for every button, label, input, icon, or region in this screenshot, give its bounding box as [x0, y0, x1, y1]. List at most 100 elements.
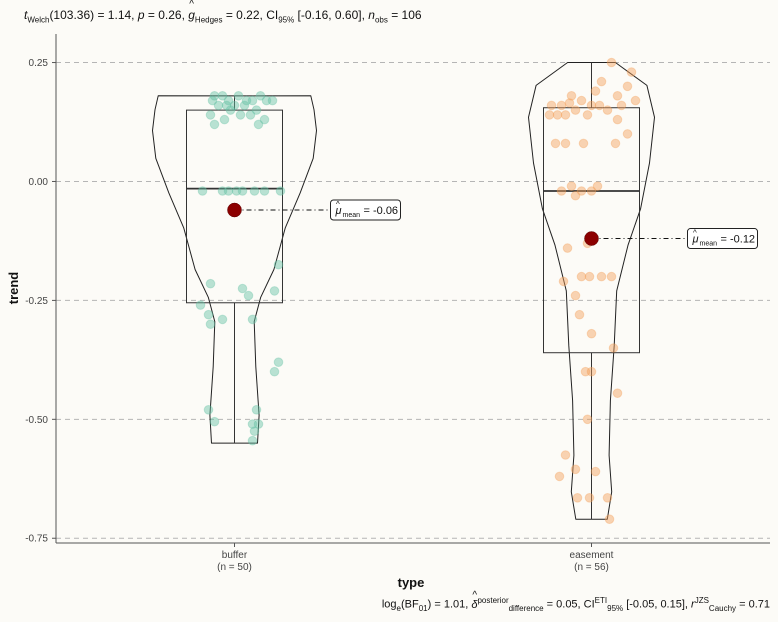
data-point: [560, 450, 571, 460]
data-point: [213, 100, 224, 111]
data-point: [584, 493, 595, 503]
data-point: [253, 119, 264, 130]
data-point: [556, 186, 567, 196]
data-point: [590, 86, 601, 96]
data-point: [195, 300, 206, 310]
data-point: [570, 464, 581, 475]
mean-label-hat: ^: [693, 229, 697, 238]
y-tick-label: -0.50: [25, 415, 48, 426]
data-point: [582, 414, 593, 425]
violin-outline: [152, 95, 317, 444]
data-point: [570, 190, 581, 201]
data-point: [203, 309, 214, 320]
data-point: [558, 276, 569, 287]
data-point: [576, 95, 587, 106]
data-point: [566, 181, 577, 191]
data-point: [207, 95, 218, 106]
data-point: [610, 138, 621, 149]
data-point: [237, 283, 248, 294]
y-tick-label: -0.75: [25, 534, 48, 545]
data-point: [217, 186, 228, 196]
x-tick-count-label: (n = 50): [217, 562, 252, 573]
data-point: [247, 95, 258, 106]
data-point: [267, 95, 278, 106]
data-point: [602, 105, 613, 115]
data-point: [574, 309, 585, 320]
data-point: [554, 471, 565, 482]
data-point: [197, 186, 208, 196]
data-point: [273, 259, 284, 270]
data-point: [546, 100, 557, 111]
x-tick-label: buffer: [222, 550, 248, 561]
y-tick-label: 0.00: [29, 177, 49, 188]
data-point: [241, 95, 252, 106]
data-point: [562, 243, 573, 253]
data-point: [223, 95, 234, 106]
data-point: [582, 110, 593, 120]
mean-label-sub: mean: [700, 241, 718, 248]
data-point: [247, 435, 258, 446]
data-point: [219, 114, 230, 125]
data-point: [622, 129, 633, 139]
chart-caption: loge(BF01) = 1.01, δposteriordifference …: [382, 590, 770, 613]
data-point: [572, 493, 583, 503]
data-point: [203, 405, 214, 415]
data-point: [225, 105, 236, 115]
data-point: [245, 110, 256, 120]
data-point: [560, 110, 571, 120]
data-point: [251, 405, 262, 415]
data-point: [592, 181, 603, 191]
data-point: [249, 426, 260, 437]
chart-title: tWelch(103.36) = 1.14, p = 0.26, gHedges…: [24, 0, 422, 24]
data-point: [566, 91, 577, 101]
data-point: [626, 67, 637, 77]
data-point: [255, 91, 266, 101]
data-point: [550, 138, 561, 149]
data-point: [261, 95, 272, 106]
data-point: [556, 100, 567, 111]
mean-label-hat: ^: [336, 200, 340, 209]
group-buffer: μ^mean = -0.06: [152, 91, 401, 446]
data-point: [231, 186, 242, 196]
data-point: [612, 91, 623, 101]
data-point: [560, 138, 571, 149]
data-point: [586, 366, 597, 377]
data-point: [544, 110, 555, 120]
data-point: [604, 514, 615, 525]
data-point: [259, 114, 270, 125]
data-point: [269, 366, 280, 377]
y-gridlines: [56, 62, 770, 539]
data-point: [606, 57, 617, 68]
y-tick-label: -0.25: [25, 296, 48, 307]
data-point: [205, 110, 216, 120]
mean-label-box: [687, 228, 758, 250]
data-point: [217, 314, 228, 325]
data-point: [251, 105, 262, 115]
data-point: [586, 186, 597, 196]
data-point: [209, 416, 220, 427]
mean-point: [584, 231, 599, 246]
mean-label-sub: mean: [343, 212, 361, 219]
data-point: [622, 81, 633, 92]
mean-label-symbol: μ: [692, 234, 699, 246]
mean-label-value: = -0.06: [364, 205, 399, 217]
data-point: [602, 493, 613, 503]
data-point: [273, 357, 284, 368]
data-point: [259, 186, 270, 196]
y-axis-title: trend: [6, 272, 21, 305]
data-point: [630, 95, 641, 106]
data-point: [235, 110, 246, 120]
data-point: [205, 319, 216, 330]
data-point: [233, 91, 244, 101]
data-point: [217, 91, 228, 101]
data-point: [229, 100, 240, 111]
x-tick-label: easement: [570, 550, 614, 561]
data-point: [275, 186, 286, 196]
x-tick-count-label: (n = 56): [574, 562, 609, 573]
data-point: [247, 314, 258, 325]
mean-point: [227, 202, 242, 218]
data-point: [586, 328, 597, 339]
data-point: [205, 278, 216, 289]
data-point: [570, 105, 581, 115]
box: [186, 109, 283, 304]
